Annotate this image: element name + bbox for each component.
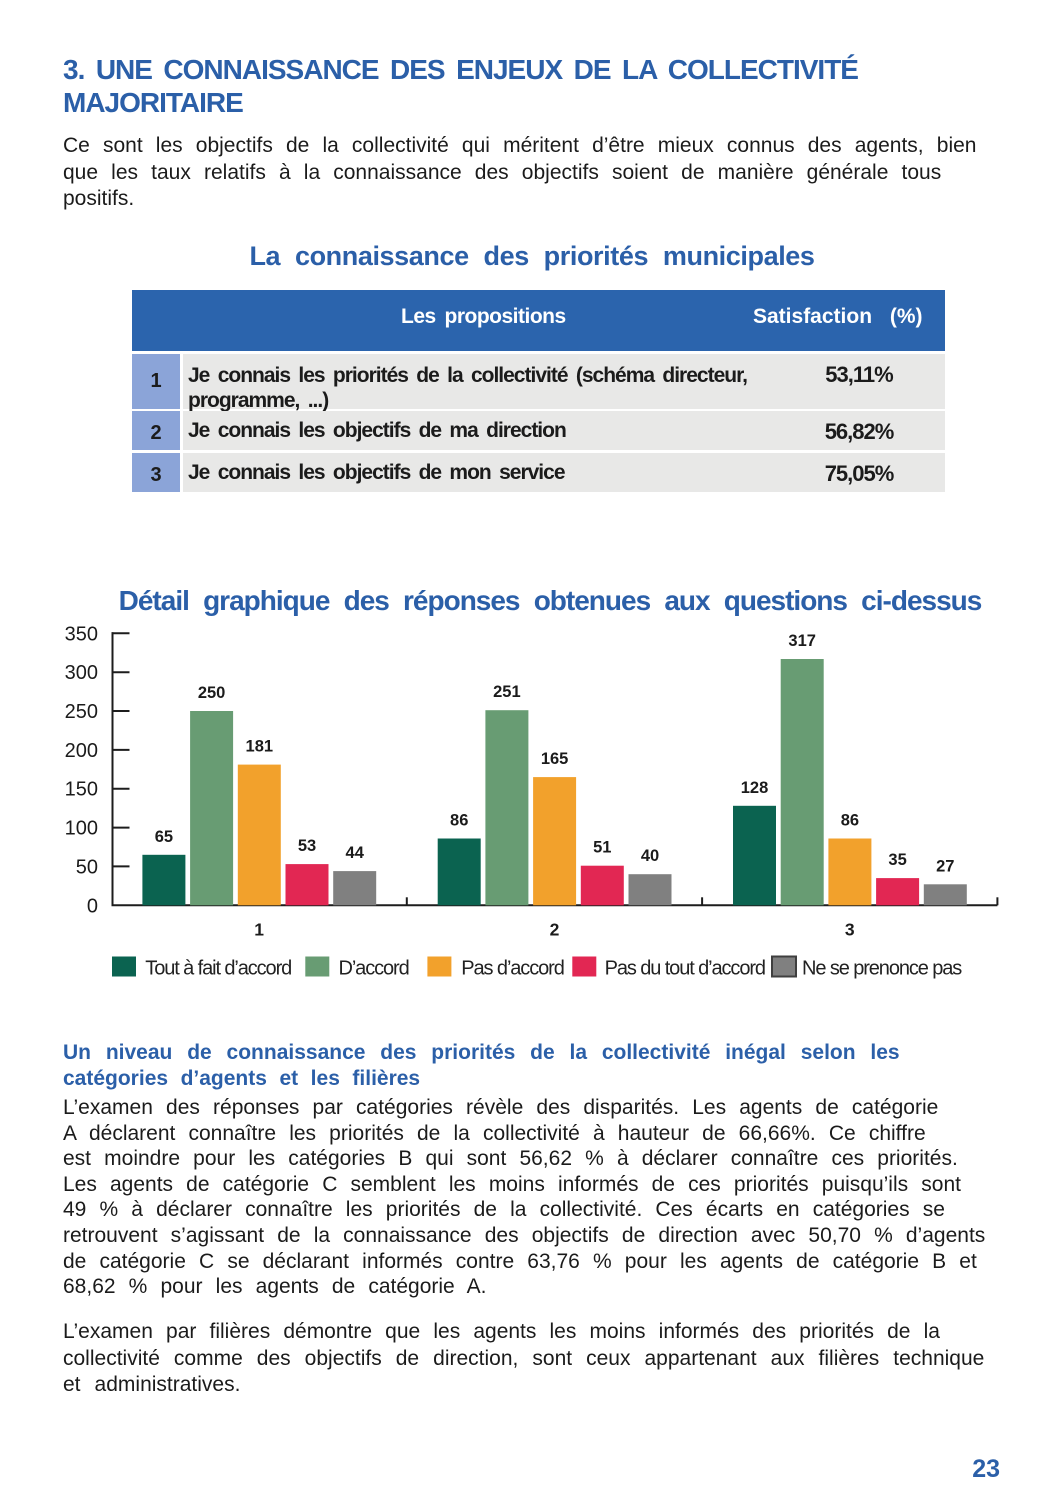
- svg-text:35: 35: [888, 851, 906, 869]
- svg-text:50: 50: [76, 856, 98, 878]
- svg-text:53: 53: [298, 837, 316, 855]
- svg-text:250: 250: [65, 701, 98, 723]
- svg-text:3: 3: [845, 920, 855, 940]
- svg-text:350: 350: [65, 623, 98, 645]
- svg-text:D’accord: D’accord: [339, 958, 409, 980]
- svg-text:65: 65: [155, 828, 173, 846]
- svg-text:Tout à fait d’accord: Tout à fait d’accord: [145, 958, 291, 980]
- svg-text:2: 2: [550, 920, 560, 940]
- svg-text:165: 165: [541, 750, 569, 768]
- svg-text:Pas du tout d’accord: Pas du tout d’accord: [605, 958, 765, 980]
- svg-text:150: 150: [65, 779, 98, 801]
- svg-text:317: 317: [788, 632, 816, 650]
- svg-text:251: 251: [493, 683, 521, 701]
- svg-text:181: 181: [246, 738, 274, 756]
- svg-text:86: 86: [450, 812, 468, 830]
- svg-text:250: 250: [198, 684, 226, 702]
- svg-text:51: 51: [593, 839, 611, 857]
- svg-text:Ne se prenonce pas: Ne se prenonce pas: [802, 958, 962, 980]
- svg-text:0: 0: [87, 895, 98, 917]
- svg-text:1: 1: [254, 920, 264, 940]
- svg-text:86: 86: [841, 812, 859, 830]
- svg-text:300: 300: [65, 662, 98, 684]
- svg-text:40: 40: [641, 847, 659, 865]
- svg-text:100: 100: [65, 818, 98, 840]
- svg-text:200: 200: [65, 740, 98, 762]
- svg-text:44: 44: [346, 844, 365, 862]
- svg-text:Pas d’accord: Pas d’accord: [461, 958, 563, 980]
- svg-text:128: 128: [741, 779, 769, 797]
- svg-text:27: 27: [936, 857, 954, 875]
